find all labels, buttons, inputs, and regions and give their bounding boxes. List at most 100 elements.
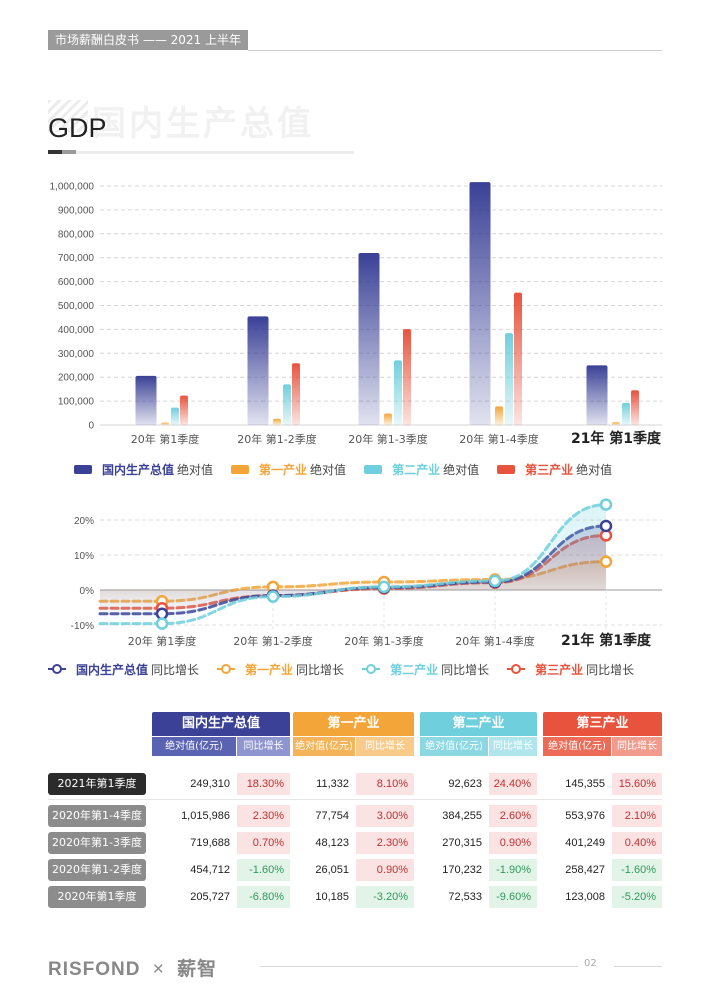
bar-y-tick-label: 800,000 (58, 229, 95, 240)
legend-item: 第三产业 同比增长 (507, 660, 634, 678)
table-cell-value: 145,355 (565, 778, 605, 790)
table-cell-growth: -1.60% (612, 859, 662, 881)
line-y-tick-label: 10% (74, 551, 94, 562)
legend-suffix: 同比增长 (296, 662, 345, 677)
table-cell-growth: 2.10% (612, 805, 662, 827)
table-cell-growth: 0.40% (612, 832, 662, 854)
table-cell-growth: 0.90% (356, 859, 414, 881)
legend-suffix: 绝对值 (177, 462, 214, 477)
table-cell-growth: -3.20% (356, 886, 414, 908)
table-cell-growth: 2.60% (489, 805, 537, 827)
table-cell-value: 11,332 (316, 778, 349, 790)
legend-line-marker (362, 664, 381, 674)
table-cell-growth: 3.00% (356, 805, 414, 827)
title-underline-grey (62, 150, 76, 154)
table-row-divider (48, 799, 662, 800)
legend-item: 国内生产总值 绝对值 (74, 460, 213, 478)
line-y-tick-label: 0% (80, 586, 95, 597)
table-cell-value: 454,712 (190, 864, 230, 876)
legend-suffix: 同比增长 (586, 662, 635, 677)
legend-line-marker (48, 664, 66, 674)
line-point-2-1 (266, 590, 280, 603)
bar-0-0 (135, 375, 157, 425)
table-cell-value: 384,255 (442, 810, 482, 822)
footer-partner-logo: 薪智 (177, 959, 218, 980)
table-cell-value: 10,185 (315, 891, 349, 903)
line-point-2-2 (377, 580, 391, 594)
header-tag: 市场薪酬白皮书 —— 2021 上半年 (48, 30, 248, 50)
bar-x-tick-label: 20年 第1-2季度 (237, 432, 316, 446)
bar-3-1 (292, 363, 300, 425)
line-point-1-4 (599, 555, 613, 568)
legend-suffix: 绝对值 (310, 462, 347, 477)
table-cell-value: 1,015,986 (181, 810, 230, 822)
bar-x-tick-label: 21年 第1季度 (571, 430, 662, 447)
legend-series-name: 第二产业 (390, 662, 439, 677)
line-chart-legend: 国内生产总值 同比增长 第一产业 同比增长 第二产业 同比增长 第三产业 同比增长 (48, 660, 648, 678)
growth-line-chart: -10% 0% 10% 20% 20年 第1季度 20年 第1-2季度 20年 第1-3季度… (71, 498, 662, 649)
bar-0-1 (247, 316, 269, 425)
legend-item: 第一产业 同比增长 (217, 660, 344, 678)
legend-suffix: 同比增长 (441, 662, 490, 677)
bar-1-1 (273, 418, 281, 425)
line-x-tick-label: 20年 第1季度 (128, 634, 197, 648)
bar-0-4 (586, 365, 608, 425)
table-cell-value: 553,976 (565, 810, 605, 822)
bar-1-0 (161, 422, 169, 425)
legend-series-name: 国内生产总值 (76, 662, 149, 677)
table-cell-value: 270,315 (442, 837, 482, 849)
table-cell-growth: 0.90% (489, 832, 537, 854)
line-y-tick-label: -10% (71, 621, 94, 632)
table-cell-value: 719,688 (190, 837, 230, 849)
legend-item: 第二产业 绝对值 (364, 460, 479, 478)
table-cell-value: 401,249 (565, 837, 605, 849)
legend-suffix: 绝对值 (443, 462, 480, 477)
legend-line-marker (217, 664, 236, 674)
table-group-header: 第一产业 (293, 712, 414, 736)
table-subheader-growth: 同比增长 (237, 737, 290, 756)
legend-series-name: 第三产业 (535, 662, 584, 677)
footer-brand-logo: RISFOND (48, 959, 141, 980)
bar-x-tick-label: 20年 第1-4季度 (459, 432, 538, 446)
bar-y-tick-label: 400,000 (58, 325, 95, 336)
line-x-tick-label: 20年 第1-2季度 (233, 634, 312, 648)
bar-y-tick-label: 0 (88, 421, 94, 432)
title-underline-dark (48, 150, 62, 154)
legend-series-name: 第一产业 (245, 662, 294, 677)
legend-suffix: 同比增长 (151, 662, 200, 677)
bar-2-4 (622, 402, 630, 425)
table-cell-value: 92,623 (448, 778, 482, 790)
legend-swatch (74, 464, 92, 474)
table-cell-value: 77,754 (315, 810, 349, 822)
table-row-label: 2020年第1季度 (48, 886, 146, 908)
line-point-2-0 (155, 617, 169, 630)
bar-2-2 (394, 360, 402, 425)
table-row-label: 2020年第1-2季度 (48, 859, 146, 881)
table-cell-value: 123,008 (565, 891, 605, 903)
footer-divider-right (614, 966, 662, 967)
table-cell-growth: 8.10% (356, 773, 414, 795)
gdp-bar-chart: 0 100,000 200,000 300,000 400,000 500,000 600,… (50, 182, 663, 448)
table-subheader-value: 绝对值(亿元) (420, 737, 488, 756)
bar-0-2 (358, 252, 380, 425)
legend-series-name: 第二产业 (392, 462, 441, 477)
table-cell-value: 170,232 (442, 864, 482, 876)
bar-2-1 (283, 384, 291, 425)
legend-line-marker (507, 664, 526, 674)
table-subheader-value: 绝对值(亿元) (293, 737, 355, 756)
table-row-label: 2021年第1季度 (48, 773, 146, 795)
bar-1-4 (612, 422, 620, 425)
bar-y-tick-label: 700,000 (58, 253, 95, 264)
table-group-header: 第三产业 (543, 712, 662, 736)
bar-x-tick-label: 20年 第1-3季度 (348, 432, 427, 446)
bar-3-2 (403, 329, 411, 425)
table-cell-growth: 2.30% (356, 832, 414, 854)
table-subheader-growth: 同比增长 (356, 737, 414, 756)
header-divider (248, 50, 662, 51)
legend-series-name: 国内生产总值 (102, 462, 175, 477)
page-title: GDP (48, 113, 107, 143)
table-cell-growth: -6.80% (237, 886, 290, 908)
line-x-tick-label: 20年 第1-4季度 (455, 634, 534, 648)
table-cell-growth: -5.20% (612, 886, 662, 908)
page-number: 02 (584, 958, 597, 969)
